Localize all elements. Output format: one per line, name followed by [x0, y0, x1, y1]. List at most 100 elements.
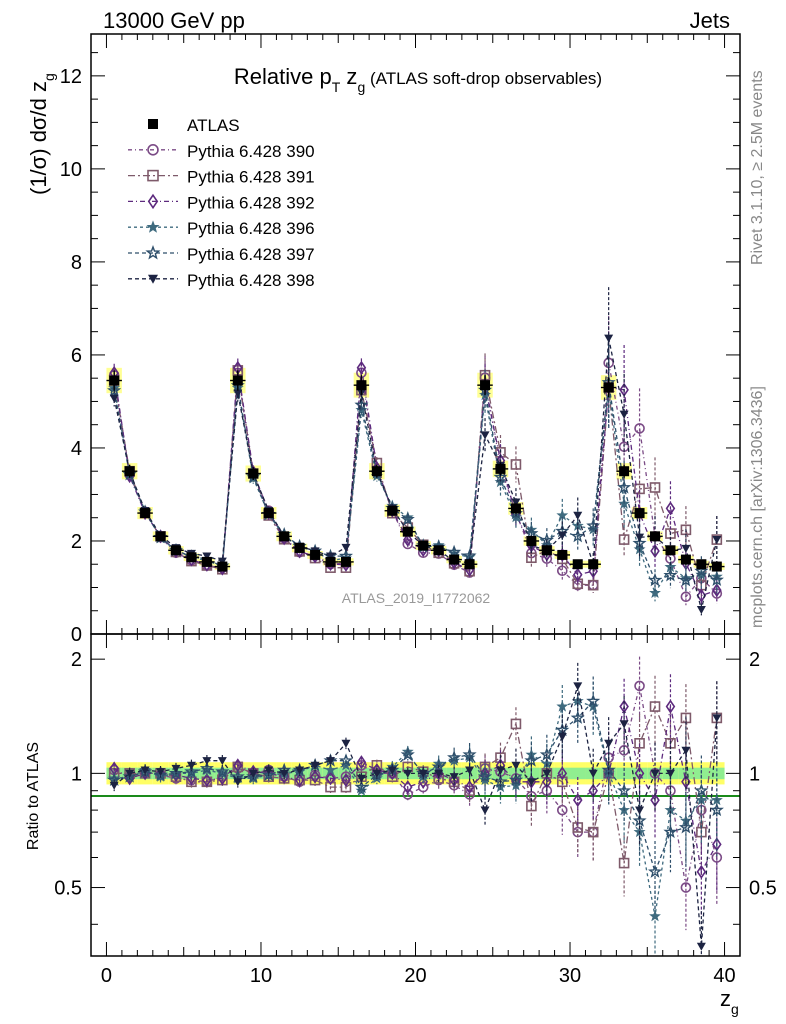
ratio-point — [264, 766, 274, 775]
series-point — [712, 535, 722, 545]
data-point — [464, 559, 475, 570]
main-y-axis: 0 2 4 6 8 10 12 — [60, 52, 740, 646]
series-point — [572, 567, 583, 582]
ratio-point — [526, 778, 536, 787]
series-point — [570, 528, 585, 543]
x-tick-label: 10 — [250, 965, 272, 987]
ratio-tick-label-right: 2 — [749, 649, 760, 671]
data-point — [588, 559, 599, 570]
ratio-point — [709, 802, 724, 817]
ratio-point — [573, 682, 583, 691]
ratio-point — [295, 766, 305, 775]
ratio-point — [339, 759, 352, 771]
y-tick-label: 10 — [60, 159, 82, 181]
legend-marker — [145, 245, 161, 260]
ratio-point — [681, 746, 691, 755]
data-point — [186, 552, 197, 563]
data-point — [356, 380, 367, 391]
series-ratio-4 — [107, 676, 724, 910]
series-point — [402, 532, 413, 547]
data-point — [634, 508, 645, 519]
ratio-point — [465, 766, 475, 775]
ratio-point — [310, 761, 320, 770]
ratio-point — [202, 757, 212, 766]
data-point — [109, 375, 120, 386]
ratio-point — [109, 781, 119, 790]
series-point — [617, 480, 632, 494]
header-right: Jets — [690, 8, 730, 33]
data-point — [201, 556, 212, 567]
ratio-point — [356, 760, 367, 771]
ratio-point — [586, 693, 601, 708]
legend-marker — [147, 144, 159, 156]
series-point — [233, 389, 243, 398]
ratio-point — [356, 755, 367, 770]
series-point — [709, 572, 724, 587]
ratio-point — [495, 766, 505, 775]
x-tick-label: 30 — [559, 965, 581, 987]
series-point — [493, 469, 508, 484]
ratio-point — [184, 764, 199, 778]
data-point — [480, 380, 491, 391]
ratio-point — [217, 757, 227, 766]
ratio-point — [431, 759, 446, 773]
ratio-point — [233, 778, 243, 787]
series-point — [712, 583, 722, 598]
series-point — [696, 605, 706, 615]
ratio-point — [434, 769, 444, 778]
analysis-watermark: ATLAS_2019_I1772062 — [342, 590, 491, 606]
ratio-point — [634, 738, 645, 749]
ratio-point — [340, 781, 352, 793]
ratio-point — [712, 714, 722, 723]
series-ratio-5 — [109, 662, 722, 956]
series-point — [202, 552, 212, 561]
data-point — [418, 540, 429, 551]
series-point — [447, 544, 462, 559]
header-left: 13000 GeV pp — [103, 8, 245, 33]
band-inner-30 — [570, 767, 586, 780]
ratio-point — [338, 753, 354, 767]
series-point — [618, 534, 630, 545]
data-point — [557, 549, 568, 560]
legend-marker — [147, 193, 159, 210]
series-line-ratio — [114, 699, 718, 874]
y-axis-label: (1/σ) dσ/d zg — [26, 73, 57, 195]
ratio-point — [449, 773, 459, 788]
series-point — [649, 586, 661, 599]
legend-label: Pythia 6.428 396 — [187, 219, 315, 238]
data-point — [325, 556, 336, 567]
x-tick-label: 40 — [713, 965, 735, 987]
ratio-point — [588, 769, 598, 778]
ratio-point — [665, 769, 675, 778]
ratio-point — [418, 769, 428, 778]
ratio-point — [372, 769, 382, 778]
ratio-y-axis: 0.5 0.5 1 1 2 2 — [54, 649, 777, 925]
ratio-point — [650, 793, 660, 808]
ratio-point — [665, 699, 676, 714]
ratio-point — [402, 780, 413, 795]
ratio-point — [477, 769, 493, 783]
series-line-ratio — [114, 704, 718, 864]
y-tick-label: 2 — [71, 531, 82, 553]
legend-label: Pythia 6.428 390 — [187, 142, 315, 161]
ratio-point — [261, 767, 276, 782]
series-point — [680, 591, 692, 603]
ratio-point — [619, 720, 629, 729]
series-point — [650, 543, 660, 559]
ratio-point — [570, 710, 585, 724]
series-point — [326, 552, 336, 561]
legend-marker-data — [148, 119, 158, 129]
ratio-point — [572, 793, 583, 808]
series-point — [511, 498, 521, 507]
data-point — [526, 535, 537, 546]
ratio-point — [171, 764, 181, 773]
ratio-point — [557, 732, 567, 742]
ratio-point — [587, 826, 599, 838]
series-point — [665, 501, 676, 516]
ratio-point — [355, 784, 368, 796]
ratio-point — [508, 772, 524, 787]
series-point — [634, 423, 645, 434]
ratio-point — [526, 800, 537, 812]
legend-label: Pythia 6.428 391 — [187, 168, 315, 187]
series-point — [588, 564, 598, 579]
